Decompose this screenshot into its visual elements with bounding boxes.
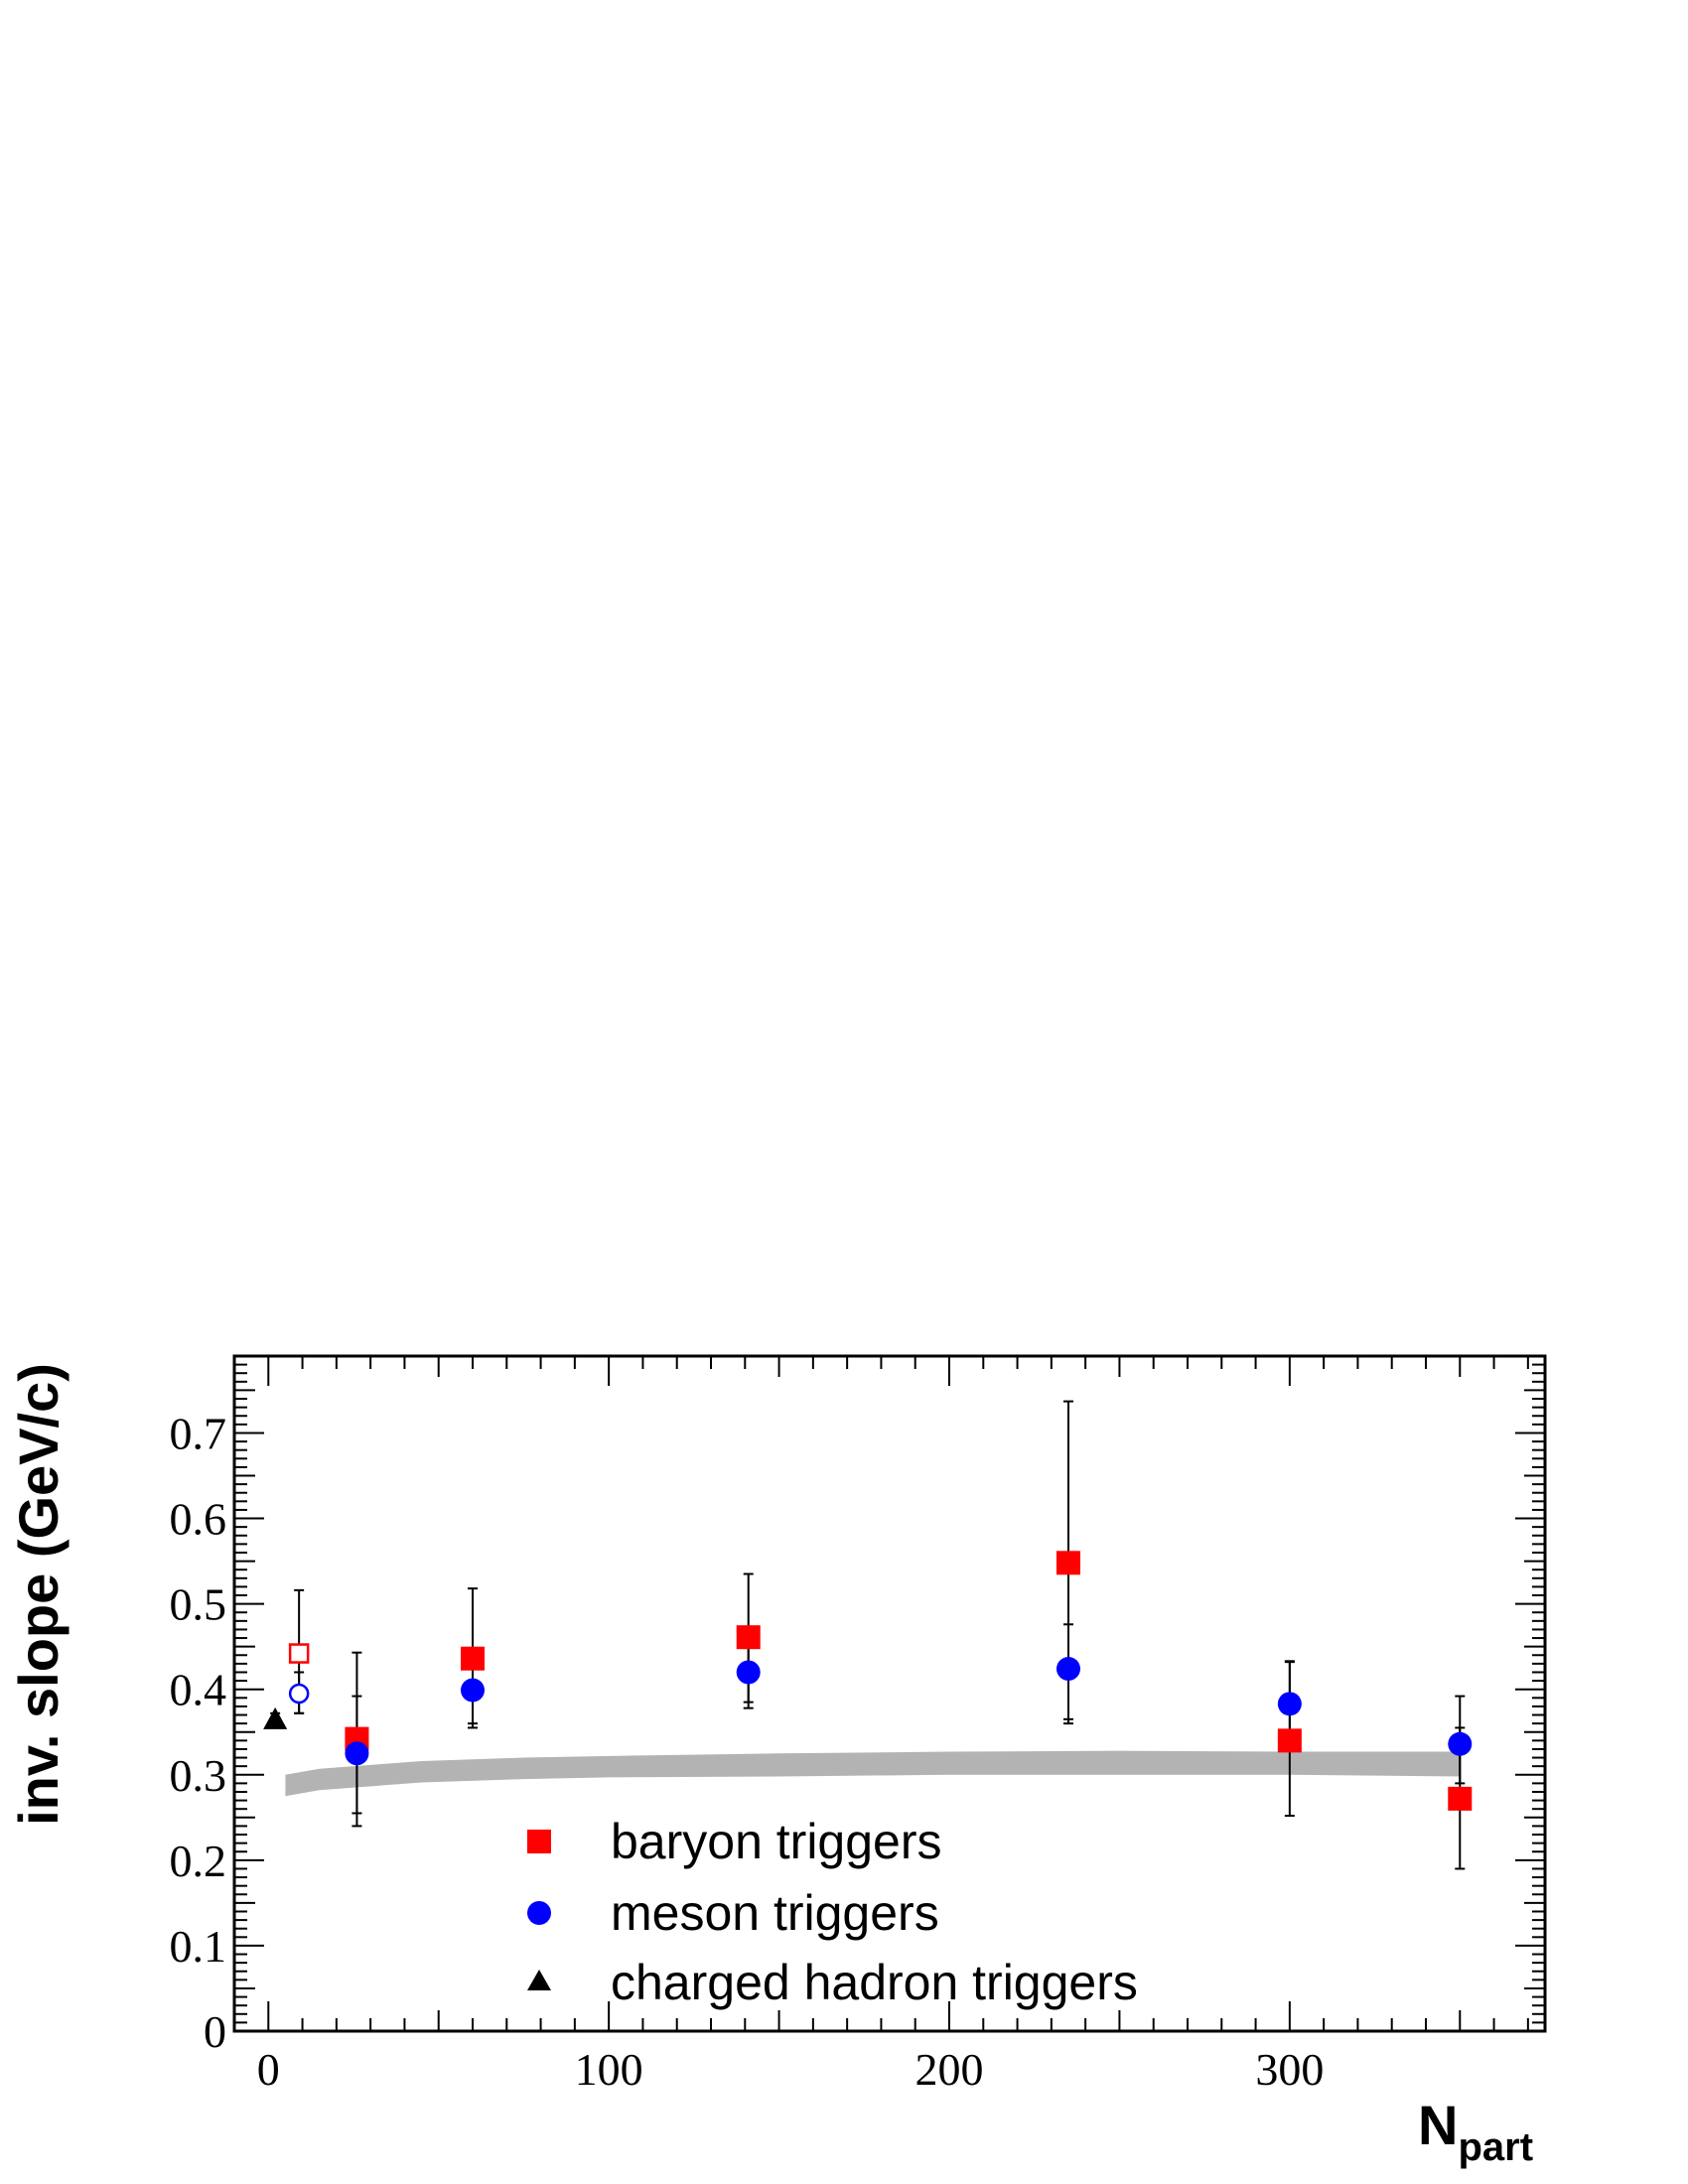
x-tick-label: 200: [915, 2044, 984, 2095]
baryon-point: [1056, 1551, 1080, 1575]
tick-label-layer: 0 100 200 300 0 0.1 0.2 0.3 0.4 0.5 0.6 0.7: [170, 1408, 1325, 2095]
baryon-point: [736, 1625, 761, 1650]
y-axis-title: inv. slope (GeV/c): [7, 1363, 70, 1826]
systematic-band: [285, 1750, 1461, 1797]
y-tick-label: 0.7: [170, 1408, 227, 1458]
tick-layer: [233, 1355, 1545, 2032]
meson-point: [1056, 1657, 1080, 1682]
legend-marker-meson: [527, 1901, 551, 1925]
baryon-point: [1277, 1728, 1302, 1753]
legend-label-charged: charged hadron triggers: [611, 1955, 1138, 2010]
meson-point: [1277, 1692, 1302, 1716]
y-tick-label: 0.3: [170, 1750, 227, 1801]
meson-point: [461, 1678, 485, 1703]
charged-hadron-point: [263, 1706, 288, 1729]
baryon-point: [1448, 1786, 1473, 1811]
meson-point: [345, 1741, 369, 1766]
legend-marker-baryon: [527, 1830, 551, 1853]
legend-label-baryon: baryon triggers: [611, 1814, 942, 1869]
y-tick-label: 0.5: [170, 1579, 227, 1630]
error-bar-layer: [270, 1400, 1466, 1870]
marker-layer: [263, 1551, 1473, 1811]
legend: baryon triggers meson triggers charged h…: [527, 1814, 1138, 2010]
plot-frame: [232, 1354, 1547, 2033]
y-tick-label: 0: [204, 2006, 226, 2057]
x-tick-label: 100: [575, 2044, 643, 2095]
y-tick-label: 0.6: [170, 1494, 227, 1545]
baryon-open-point: [288, 1643, 310, 1664]
y-tick-label: 0.4: [170, 1665, 227, 1715]
x-axis-title-main: N: [1418, 2094, 1458, 2156]
meson-point: [736, 1660, 761, 1685]
y-tick-label: 0.2: [170, 1836, 227, 1886]
legend-label-meson: meson triggers: [611, 1885, 939, 1941]
baryon-point: [461, 1646, 485, 1671]
meson-open-point: [288, 1683, 310, 1705]
y-tick-label: 0.1: [170, 1921, 227, 1972]
x-tick-label: 0: [257, 2044, 280, 2095]
legend-marker-charged: [527, 1970, 551, 1990]
meson-point: [1448, 1731, 1473, 1756]
x-axis-title-subscript: part: [1458, 2125, 1533, 2169]
systematic-band-layer: [285, 1750, 1461, 1797]
x-axis-title: Npart: [1418, 2094, 1533, 2169]
x-tick-label: 300: [1255, 2044, 1324, 2095]
